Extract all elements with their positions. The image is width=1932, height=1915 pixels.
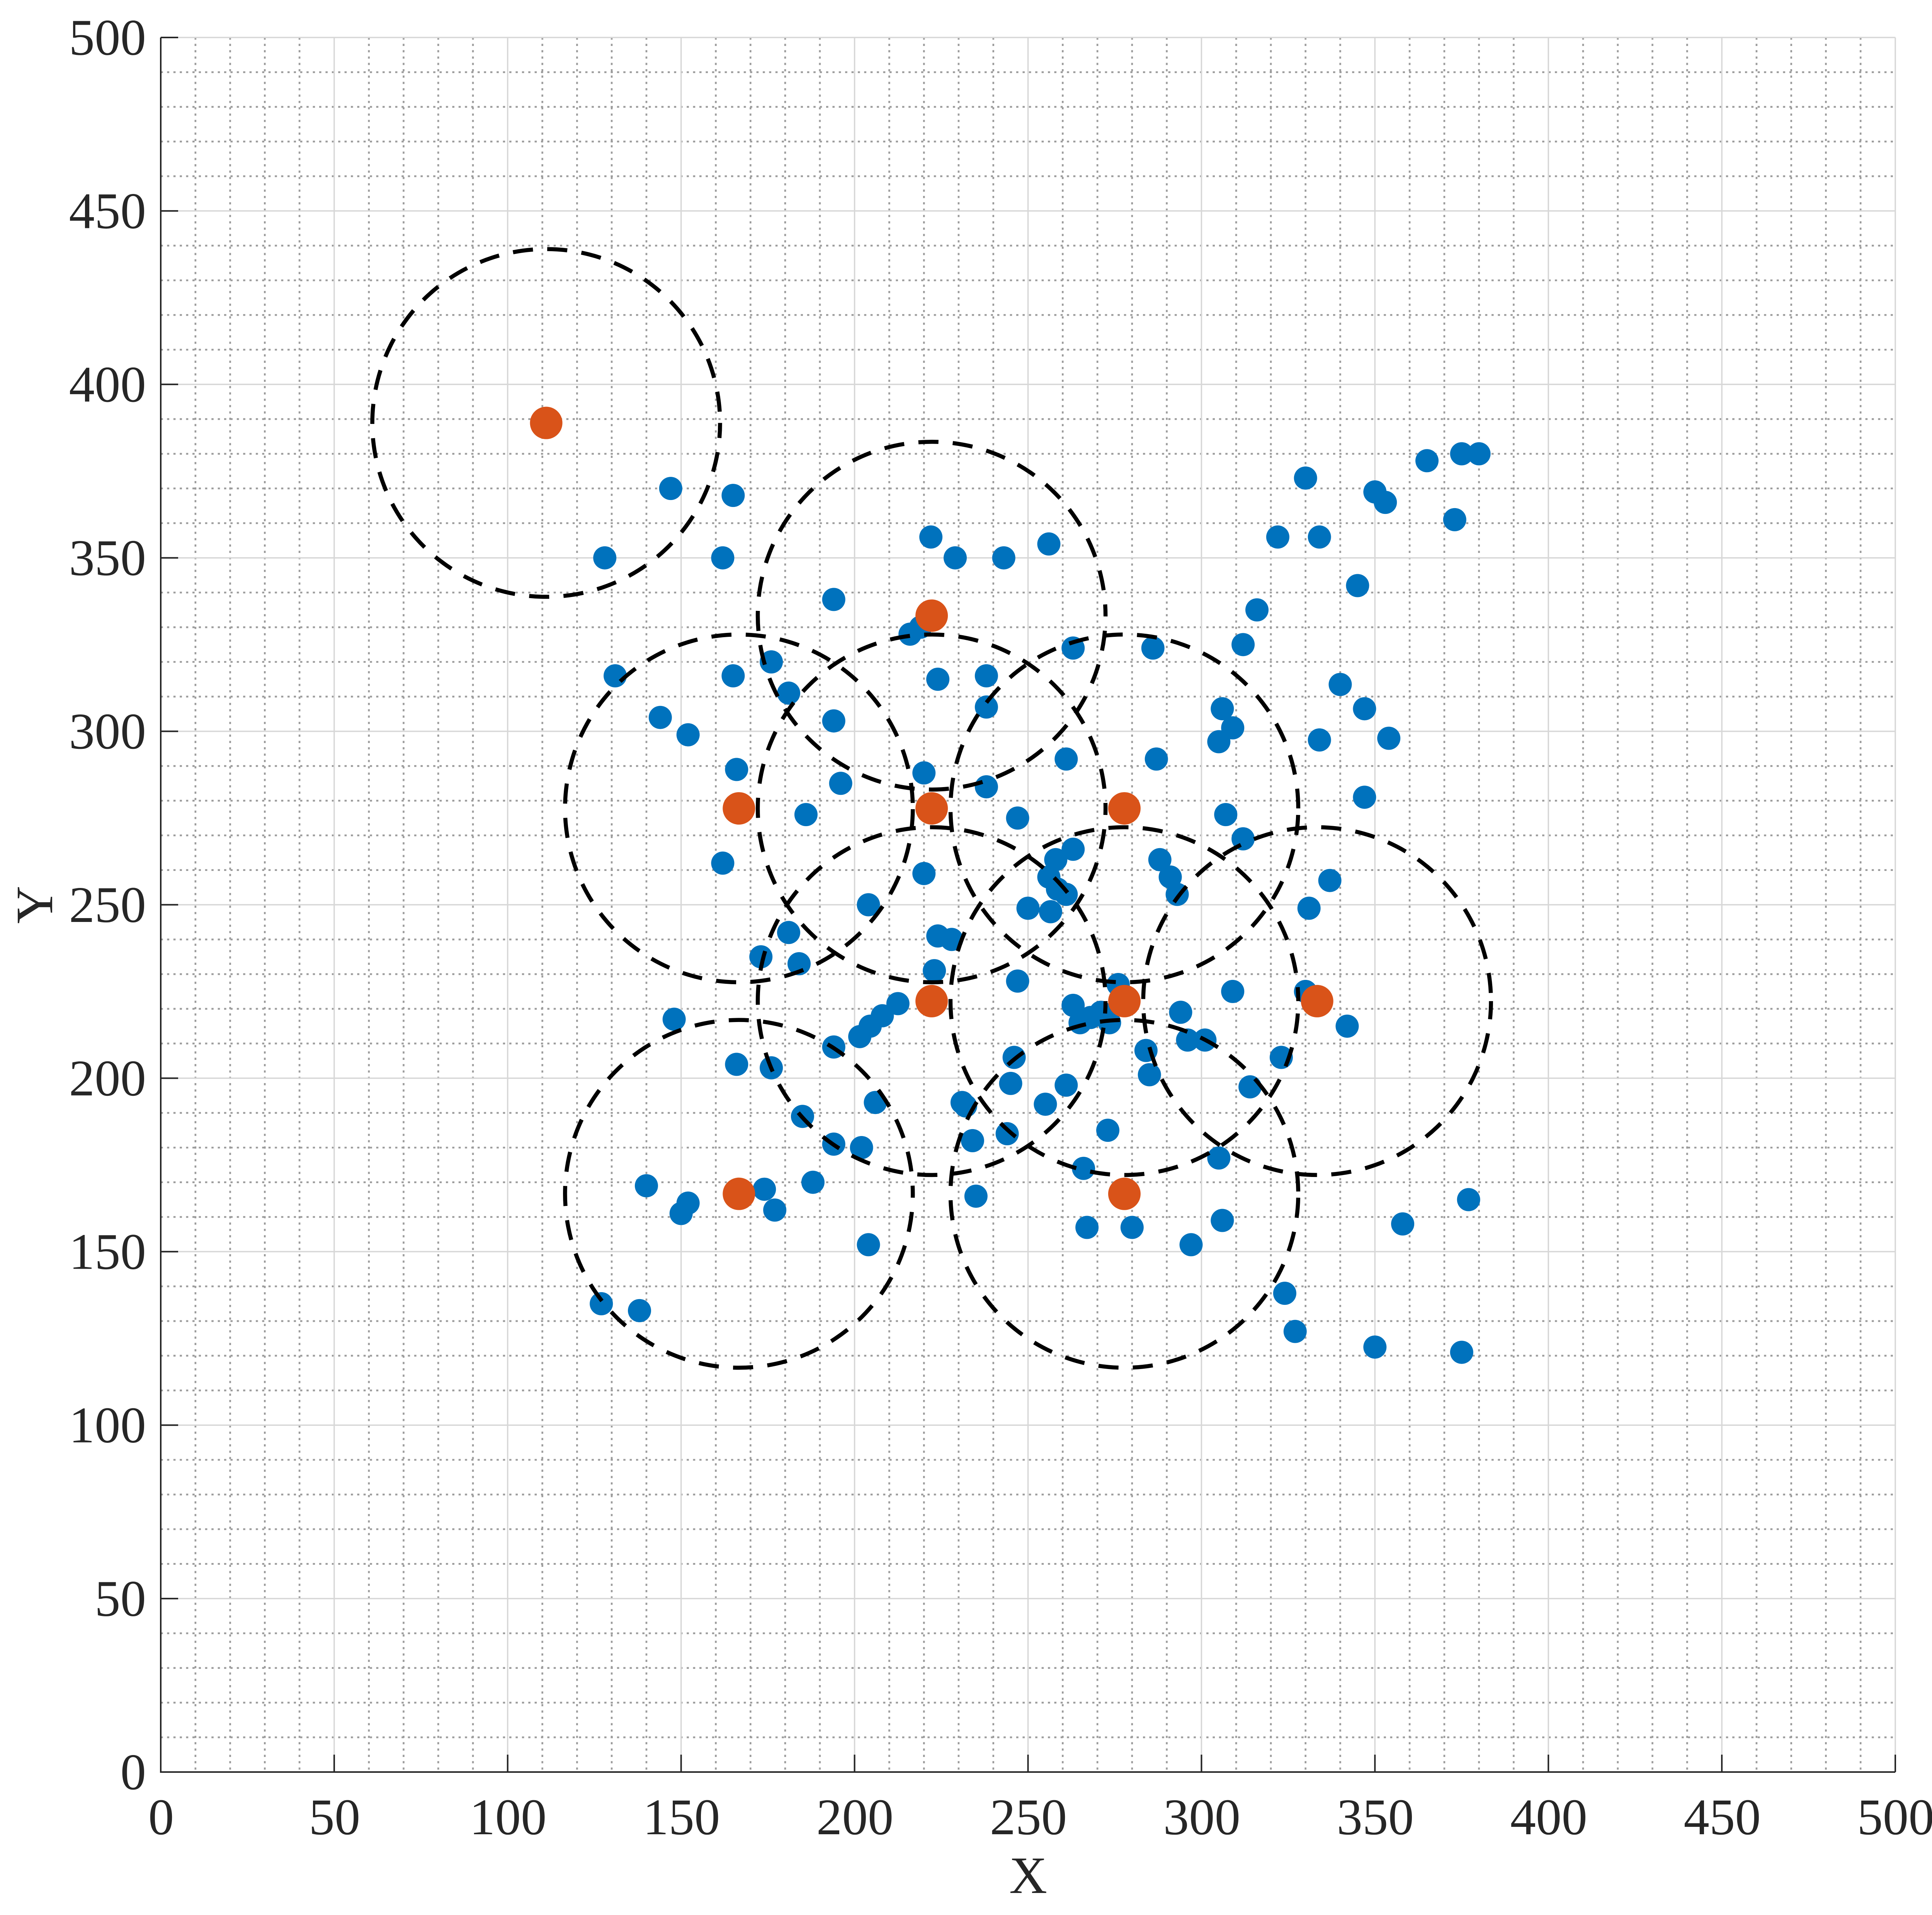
svg-text:150: 150	[643, 1788, 720, 1845]
svg-text:250: 250	[990, 1788, 1067, 1845]
svg-text:350: 350	[69, 529, 146, 586]
svg-text:500: 500	[69, 9, 146, 66]
svg-text:50: 50	[309, 1788, 360, 1845]
svg-text:Y: Y	[6, 886, 64, 923]
svg-text:400: 400	[69, 355, 146, 413]
svg-text:50: 50	[95, 1570, 146, 1627]
svg-text:100: 100	[69, 1396, 146, 1454]
svg-text:250: 250	[69, 876, 146, 933]
svg-text:300: 300	[1163, 1788, 1241, 1845]
svg-text:500: 500	[1857, 1788, 1932, 1845]
svg-text:350: 350	[1337, 1788, 1414, 1845]
svg-text:300: 300	[69, 702, 146, 760]
svg-text:450: 450	[69, 182, 146, 239]
svg-text:100: 100	[469, 1788, 547, 1845]
svg-text:150: 150	[69, 1223, 146, 1280]
svg-text:400: 400	[1510, 1788, 1587, 1845]
svg-text:0: 0	[121, 1743, 146, 1801]
svg-text:0: 0	[148, 1788, 174, 1845]
svg-text:200: 200	[816, 1788, 894, 1845]
svg-text:X: X	[1009, 1847, 1047, 1905]
svg-text:450: 450	[1684, 1788, 1761, 1845]
svg-text:200: 200	[69, 1049, 146, 1107]
